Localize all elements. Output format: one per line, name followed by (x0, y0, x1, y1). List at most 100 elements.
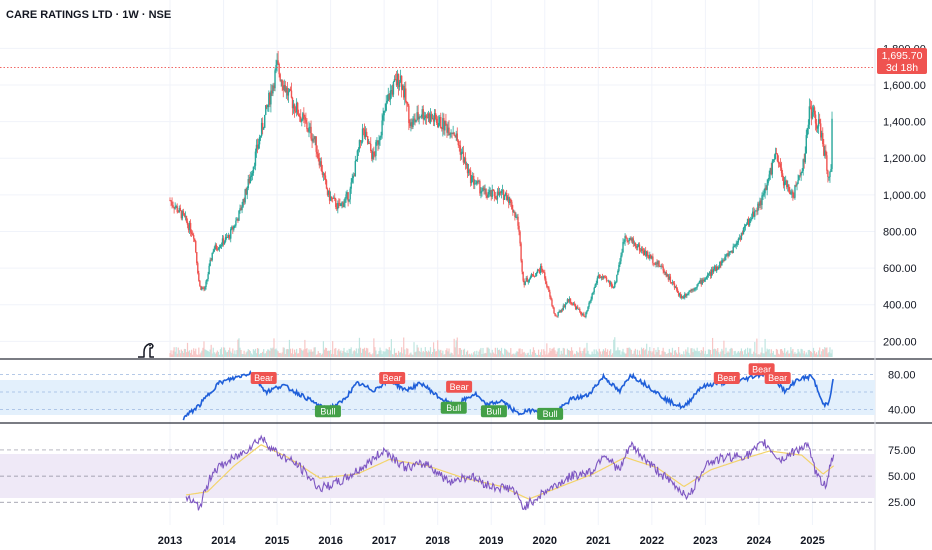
candle-body (605, 277, 608, 281)
volume-bar (824, 347, 826, 357)
volume-bar (375, 350, 377, 357)
candle-body (719, 261, 721, 268)
volume-bar (334, 348, 336, 357)
candle-body (275, 65, 277, 71)
volume-bar (662, 347, 664, 357)
candle-body (333, 197, 335, 199)
volume-bar (671, 347, 674, 357)
candle-body (539, 266, 542, 273)
volume-bar (730, 347, 732, 357)
volume-bar (286, 348, 288, 357)
volume-bar (675, 352, 678, 357)
candle-body (212, 251, 214, 253)
candle-body (662, 266, 664, 271)
candle-body (717, 266, 719, 270)
volume-bar (480, 347, 482, 357)
volume-bar (627, 347, 629, 357)
candle-body (814, 114, 817, 124)
volume-bar (659, 354, 661, 357)
candle-body (329, 196, 332, 201)
volume-bar (314, 347, 316, 357)
candle-body (435, 118, 438, 123)
candle-body (478, 181, 480, 182)
candle-body (601, 276, 604, 279)
volume-bar (733, 351, 735, 357)
candle-body (679, 293, 682, 298)
candle-body (377, 140, 379, 145)
volume-bar (211, 353, 213, 357)
volume-bar (323, 349, 326, 357)
volume-bar (475, 354, 477, 357)
volume-bar (526, 353, 528, 357)
candle-body (544, 272, 546, 279)
candle-body (326, 188, 329, 195)
volume-bar (463, 348, 466, 357)
candle-body (556, 315, 558, 317)
candle-body (524, 281, 526, 285)
volume-bar (460, 349, 462, 357)
candle-body (282, 85, 284, 90)
candle-body (317, 153, 319, 158)
volume-bar (731, 348, 733, 357)
candle-body (787, 184, 789, 188)
volume-bar (620, 354, 622, 357)
candle-body (724, 256, 726, 261)
volume-bar (511, 354, 513, 357)
candle-body (205, 281, 207, 287)
volume-bar (384, 351, 386, 357)
candle-body (746, 218, 749, 225)
candle-body (404, 88, 406, 98)
candle-body (270, 90, 272, 105)
volume-bar (183, 348, 186, 357)
candle-body (183, 213, 186, 217)
volume-bar (541, 349, 543, 357)
candle-body (323, 173, 326, 176)
osc-tick-label: 80.00 (888, 370, 916, 382)
candle-body (512, 209, 514, 213)
candle-body (826, 155, 828, 171)
volume-bar (769, 353, 771, 357)
volume-bar (822, 349, 824, 357)
volume-bar (324, 347, 327, 357)
volume-bar (188, 350, 191, 357)
volume-bar (565, 354, 567, 357)
candle-body (257, 144, 260, 149)
price-tag-bg (877, 48, 927, 74)
volume-bar (429, 347, 432, 357)
candle-body (363, 129, 366, 138)
volume-bar (396, 354, 399, 357)
volume-bar (193, 348, 195, 357)
candle-body (689, 290, 691, 292)
candle-body (822, 133, 824, 145)
volume-bar (735, 353, 737, 357)
candle-body (379, 137, 381, 141)
candle-body (793, 197, 795, 198)
volume-bar (531, 351, 534, 357)
volume-bar (547, 354, 549, 357)
volume-bar (609, 350, 611, 357)
candle-body (549, 291, 551, 297)
candle-body (696, 284, 698, 288)
candle-body (672, 282, 675, 284)
candle-body (462, 151, 465, 163)
price-tick-label: 1,200.00 (883, 153, 926, 165)
volume-bar (808, 349, 810, 357)
candle-body (424, 115, 427, 118)
volume-bar (340, 350, 342, 357)
volume-bar (655, 349, 657, 357)
candle-body (241, 206, 243, 211)
volume-bar (561, 353, 563, 357)
volume-bar (410, 352, 412, 357)
volume-bar (370, 354, 372, 357)
volume-bar (487, 347, 489, 357)
volume-bar (516, 351, 518, 357)
volume-bar (222, 347, 225, 357)
price-tick-label: 1,000.00 (883, 190, 926, 202)
candle-body (400, 75, 403, 90)
candle-body (769, 168, 771, 175)
candle-body (505, 193, 508, 200)
volume-bar (562, 347, 564, 357)
signal-tag-label: Bear (383, 373, 402, 383)
volume-bar (365, 350, 367, 357)
